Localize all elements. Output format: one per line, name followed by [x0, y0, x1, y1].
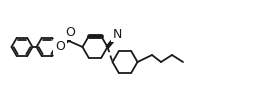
Text: O: O [55, 40, 65, 54]
Text: O: O [66, 25, 75, 38]
Text: N: N [113, 27, 122, 40]
